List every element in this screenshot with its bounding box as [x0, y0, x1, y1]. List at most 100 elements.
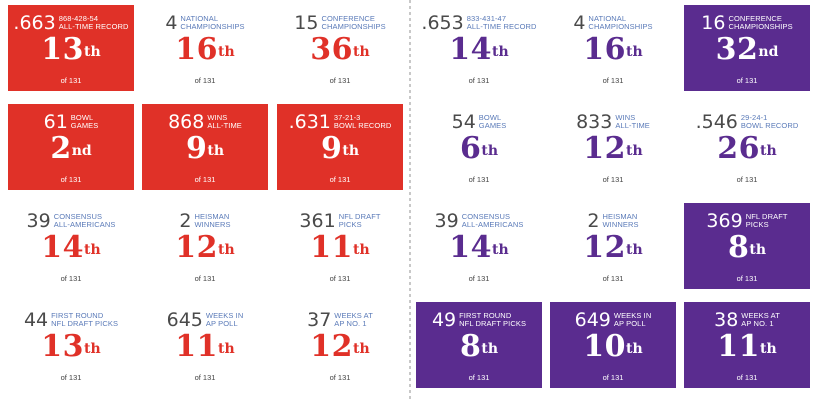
rank-suffix: th [492, 44, 509, 60]
stat-value: .663 [13, 12, 56, 34]
rank-value: 10th [550, 330, 676, 364]
stat-label-line: ALL-TIME RECORD [58, 22, 129, 31]
rank-number: 36 [310, 32, 354, 67]
stat-header: 44 FIRST ROUND NFL DRAFT PICKS [8, 310, 134, 330]
rank-total: of 131 [194, 274, 216, 283]
stat-label: CONFERENCE CHAMPIONSHIPS [728, 15, 792, 31]
stat-label-line: CONSENSUS [53, 212, 103, 221]
stat-label-line: PICKS [745, 220, 769, 229]
stat-label: WINS ALL-TIME [207, 114, 242, 130]
stat-header: 649 WEEKS IN AP POLL [550, 310, 676, 330]
rank-value: 11th [277, 231, 403, 265]
rank-total: of 131 [736, 76, 758, 85]
stat-label-line: ALL-AMERICANS [53, 220, 116, 229]
rank-total: of 131 [329, 373, 351, 382]
rank-suffix: th [626, 44, 643, 60]
rank-value: 14th [416, 33, 542, 67]
rank-number: 32 [715, 32, 759, 67]
rank-suffix: th [218, 44, 235, 60]
stat-label-line: WINS [615, 113, 636, 122]
stat-label-line: AP POLL [613, 319, 646, 328]
stat-label-line: CHAMPIONSHIPS [728, 22, 793, 31]
rank-value: 14th [8, 231, 134, 265]
stat-label: FIRST ROUND NFL DRAFT PICKS [51, 312, 118, 328]
right-tile-national-championships: 4 NATIONAL CHAMPIONSHIPS 16th of 131 [550, 5, 676, 91]
rank-value: 6th [416, 132, 542, 166]
rank-value: 11th [684, 330, 810, 364]
rank-total: of 131 [60, 274, 82, 283]
stat-label: WINS ALL-TIME [615, 114, 650, 130]
stat-header: 49 FIRST ROUND NFL DRAFT PICKS [416, 310, 542, 330]
rank-suffix: th [84, 242, 101, 258]
stat-label: 37-21-3 BOWL RECORD [334, 114, 392, 130]
rank-suffix: th [626, 341, 643, 357]
rank-suffix: th [218, 242, 235, 258]
stat-label-line: ALL-TIME RECORD [466, 22, 537, 31]
stat-label: BOWL GAMES [479, 114, 507, 130]
stat-value: 44 [23, 309, 49, 331]
stat-header: 833 WINS ALL-TIME [550, 112, 676, 132]
stat-value: 39 [434, 210, 459, 232]
right-tile-bowl-record: .546 29-24-1 BOWL RECORD 26th of 131 [684, 104, 810, 190]
rank-number: 16 [175, 32, 219, 67]
right-tile-first-round-draft-picks: 49 FIRST ROUND NFL DRAFT PICKS 8th of 131 [416, 302, 542, 388]
stat-label-line: NATIONAL [180, 14, 219, 23]
stat-header: 4 NATIONAL CHAMPIONSHIPS [142, 13, 268, 33]
rank-value: 36th [277, 33, 403, 67]
stat-header: 868 WINS ALL-TIME [142, 112, 268, 132]
stat-header: 61 BOWL GAMES [8, 112, 134, 132]
stat-header: 369 NFL DRAFT PICKS [684, 211, 810, 231]
rank-value: 8th [416, 330, 542, 364]
rank-number: 12 [175, 230, 219, 265]
rank-suffix: th [760, 143, 777, 159]
left-tile-weeks-in-ap-poll: 645 WEEKS IN AP POLL 11th of 131 [142, 302, 268, 388]
right-tile-nfl-draft-picks: 369 NFL DRAFT PICKS 8th of 131 [684, 203, 810, 289]
stat-label-line: WEEKS AT [334, 311, 373, 320]
center-divider [409, 0, 411, 400]
rank-number: 10 [583, 329, 627, 364]
rank-total: of 131 [602, 274, 624, 283]
rank-value: 8th [684, 231, 810, 265]
rank-total: of 131 [329, 175, 351, 184]
stat-value: 2 [179, 210, 192, 232]
stat-label-line: CHAMPIONSHIPS [180, 22, 245, 31]
stat-label: CONSENSUS ALL-AMERICANS [54, 213, 116, 229]
rank-suffix: th [84, 44, 101, 60]
rank-number: 12 [310, 329, 354, 364]
right-tile-bowl-games: 54 BOWL GAMES 6th of 131 [416, 104, 542, 190]
rank-value: 13th [8, 330, 134, 364]
rank-number: 14 [41, 230, 85, 265]
rank-suffix: nd [758, 44, 779, 60]
rank-suffix: th [492, 242, 509, 258]
stat-value: 15 [294, 12, 319, 34]
right-tile-weeks-in-ap-poll: 649 WEEKS IN AP POLL 10th of 131 [550, 302, 676, 388]
stat-label-line: BOWL [478, 113, 502, 122]
stat-label-line: NFL DRAFT PICKS [459, 319, 527, 328]
rank-value: 2nd [8, 132, 134, 166]
rank-total: of 131 [736, 274, 758, 283]
rank-number: 13 [41, 329, 85, 364]
stat-header: 54 BOWL GAMES [416, 112, 542, 132]
left-tile-conference-championships: 15 CONFERENCE CHAMPIONSHIPS 36th of 131 [277, 5, 403, 91]
stat-value: .546 [695, 111, 738, 133]
stat-label-line: CHAMPIONSHIPS [588, 22, 653, 31]
left-tile-all-time-record: .663 868-428-54 ALL-TIME RECORD 13th of 131 [8, 5, 134, 91]
right-tile-consensus-all-americans: 39 CONSENSUS ALL-AMERICANS 14th of 131 [416, 203, 542, 289]
stat-header: 2 HEISMAN WINNERS [142, 211, 268, 231]
rank-number: 26 [717, 131, 761, 166]
rank-number: 8 [727, 230, 750, 265]
stat-value: 833 [576, 111, 613, 133]
stat-header: .631 37-21-3 BOWL RECORD [277, 112, 403, 132]
stat-label-line: AP NO. 1 [334, 319, 367, 328]
rank-total: of 131 [602, 175, 624, 184]
stat-label-line: 868-428-54 [58, 14, 99, 23]
right-tile-all-time-record: .653 833-431-47 ALL-TIME RECORD 14th of 131 [416, 5, 542, 91]
stat-value: 369 [706, 210, 743, 232]
stat-label: WEEKS IN AP POLL [614, 312, 651, 328]
stat-label-line: PICKS [338, 220, 362, 229]
rank-value: 12th [550, 132, 676, 166]
stat-value: 49 [431, 309, 457, 331]
stat-value: 54 [451, 111, 476, 133]
stat-value: 61 [43, 111, 68, 133]
stat-label-line: WEEKS IN [613, 311, 652, 320]
